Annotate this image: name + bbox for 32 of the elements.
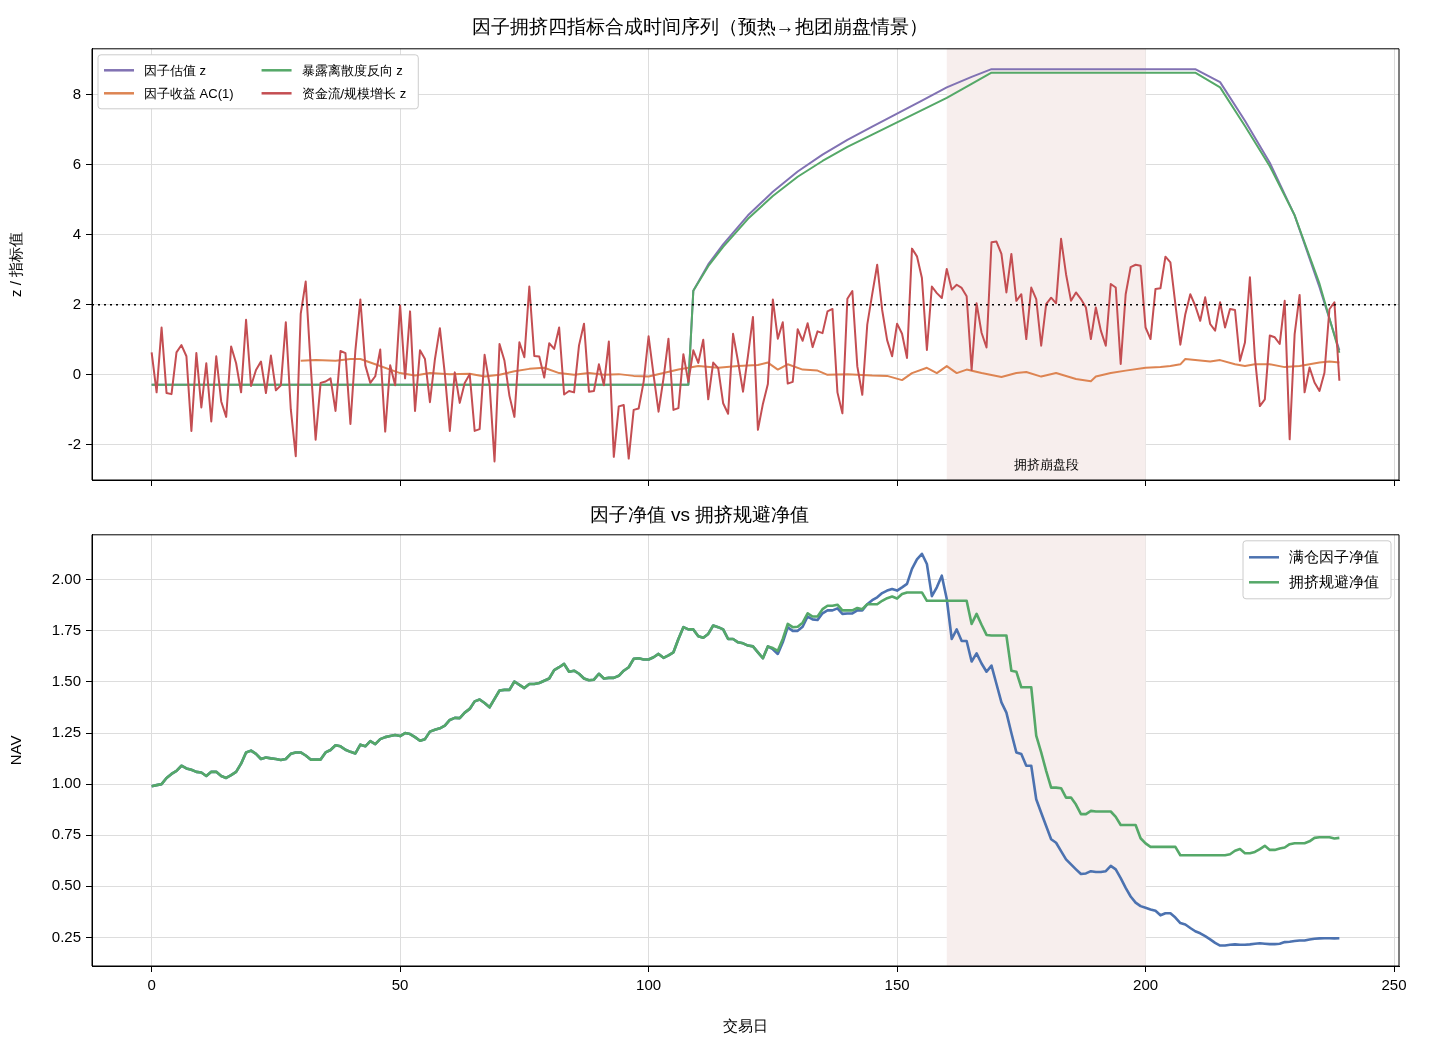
y-tick-label: 0.50 [51, 876, 81, 894]
y-tick-label: 1.75 [51, 620, 81, 638]
legend-label: 拥挤规避净值 [1289, 573, 1379, 591]
x-tick-label: 100 [636, 976, 662, 994]
y-tick-label: 0 [72, 364, 81, 382]
chart-title: 因子净值 vs 拥挤规避净值 [589, 503, 810, 525]
legend-label: 因子估值 z [144, 62, 207, 78]
chart-title: 因子拥挤四指标合成时间序列（预热→抱团崩盘情景） [471, 15, 928, 37]
y-tick-label: 1.25 [51, 723, 81, 741]
band-label: 拥挤崩盘段 [1013, 457, 1079, 473]
y-tick-label: -2 [67, 435, 81, 453]
x-axis-title: 交易日 [723, 1017, 768, 1035]
legend-label: 满仓因子净值 [1289, 548, 1379, 566]
x-tick-label: 150 [884, 976, 910, 994]
y-tick-label: 0.25 [51, 927, 81, 945]
y-tick-label: 8 [72, 84, 81, 102]
y-tick-label: 4 [72, 224, 81, 242]
legend-label: 暴露离散度反向 z [301, 62, 403, 78]
y-tick-label: 0.75 [51, 825, 81, 843]
x-tick-label: 250 [1381, 976, 1407, 994]
y-tick-label: 1.50 [51, 672, 81, 690]
y-tick-label: 2 [72, 294, 81, 312]
y-tick-label: 6 [72, 154, 81, 172]
y-tick-label: 1.00 [51, 774, 81, 792]
x-tick-label: 50 [391, 976, 409, 994]
x-tick-label: 0 [147, 976, 156, 994]
legend-label: 因子收益 AC(1) [144, 85, 234, 101]
legend-label: 资金流/规模增长 z [301, 85, 407, 101]
x-tick-label: 200 [1133, 976, 1159, 994]
y-axis-title: z / 指标值 [7, 231, 25, 297]
y-tick-label: 2.00 [51, 569, 81, 587]
y-axis-title: NAV [7, 735, 25, 766]
